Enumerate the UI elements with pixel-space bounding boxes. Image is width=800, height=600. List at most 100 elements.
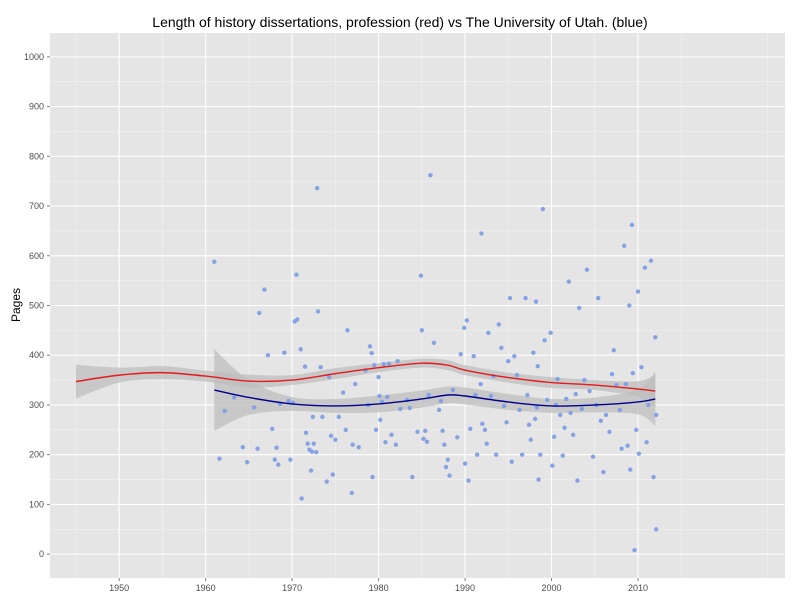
data-point	[488, 393, 494, 399]
data-point	[630, 370, 636, 376]
data-point	[570, 432, 576, 437]
chart-title: Length of history dissertations, profess…	[152, 14, 648, 30]
y-tick-label: 700	[29, 201, 44, 211]
confidence-ribbon-1	[214, 349, 656, 431]
data-point	[353, 381, 358, 387]
data-point	[373, 427, 379, 433]
data-point	[303, 430, 309, 435]
x-tick-label: 2000	[542, 583, 562, 593]
data-point	[423, 428, 428, 434]
data-point	[493, 452, 499, 457]
data-point	[577, 305, 582, 311]
data-point	[468, 426, 473, 432]
data-point	[270, 426, 275, 432]
data-point	[330, 472, 335, 477]
data-point	[542, 338, 547, 343]
data-point	[598, 418, 604, 424]
data-point	[257, 310, 262, 316]
data-point	[501, 403, 507, 409]
data-point	[428, 173, 433, 178]
y-tick-label: 900	[29, 102, 44, 112]
data-point	[528, 437, 533, 442]
data-point	[653, 412, 659, 418]
data-point	[309, 449, 315, 454]
data-point	[395, 358, 400, 364]
data-point	[538, 452, 543, 457]
data-point	[386, 361, 392, 366]
data-point	[555, 376, 560, 382]
data-point	[251, 405, 257, 410]
data-point	[607, 429, 612, 435]
data-point	[632, 547, 637, 553]
data-point	[623, 381, 629, 387]
data-point	[450, 387, 456, 393]
data-point	[305, 441, 310, 446]
data-point	[648, 258, 654, 263]
data-point	[440, 428, 445, 434]
data-point	[389, 432, 394, 437]
data-point	[377, 393, 382, 399]
data-point	[619, 446, 624, 451]
data-point	[255, 446, 260, 451]
data-point	[410, 474, 415, 480]
data-point	[526, 422, 532, 428]
data-point	[636, 451, 642, 456]
axis-ticks	[47, 56, 639, 581]
data-point	[376, 374, 381, 380]
y-tick-label: 400	[29, 350, 44, 360]
data-point	[367, 344, 373, 349]
data-point	[548, 330, 553, 336]
data-point	[473, 392, 478, 398]
data-point	[310, 414, 316, 420]
data-point	[601, 469, 606, 475]
data-point	[318, 364, 323, 370]
data-point	[369, 351, 374, 356]
data-point	[442, 442, 447, 447]
y-tick-label: 600	[29, 251, 44, 261]
data-point	[517, 407, 522, 413]
data-point	[419, 328, 425, 333]
data-point	[611, 348, 616, 353]
y-tick-label: 1000	[24, 52, 44, 62]
data-point	[426, 392, 431, 398]
data-point	[482, 427, 488, 433]
data-point	[627, 303, 632, 308]
data-point	[315, 309, 321, 314]
data-point	[445, 457, 450, 462]
data-point	[466, 478, 471, 483]
data-point	[320, 414, 325, 420]
data-point	[231, 395, 237, 400]
data-point	[464, 318, 469, 323]
data-point	[350, 442, 355, 447]
data-point	[398, 406, 403, 412]
data-point	[479, 231, 484, 236]
data-point	[340, 390, 346, 395]
data-point	[217, 456, 222, 461]
data-point	[222, 408, 227, 414]
data-point	[308, 468, 314, 473]
data-point	[642, 265, 648, 270]
data-point	[535, 363, 540, 369]
data-point	[523, 295, 528, 301]
data-points	[212, 173, 659, 553]
data-point	[504, 420, 509, 425]
data-point	[653, 335, 658, 340]
data-point	[295, 317, 300, 322]
data-point	[324, 479, 329, 484]
data-point	[282, 350, 287, 355]
data-point	[507, 295, 513, 301]
data-point	[486, 330, 491, 336]
data-point	[579, 406, 584, 412]
data-point	[343, 427, 348, 433]
data-point	[582, 377, 587, 383]
smooth-line-1	[214, 389, 656, 407]
smooth-line-0	[75, 362, 656, 392]
y-tick-label: 500	[29, 301, 44, 311]
data-point	[436, 407, 442, 413]
data-point	[628, 467, 633, 472]
data-point	[328, 433, 334, 438]
data-point	[212, 259, 217, 264]
data-point	[286, 398, 291, 404]
data-point	[499, 345, 504, 350]
data-point	[519, 452, 525, 457]
